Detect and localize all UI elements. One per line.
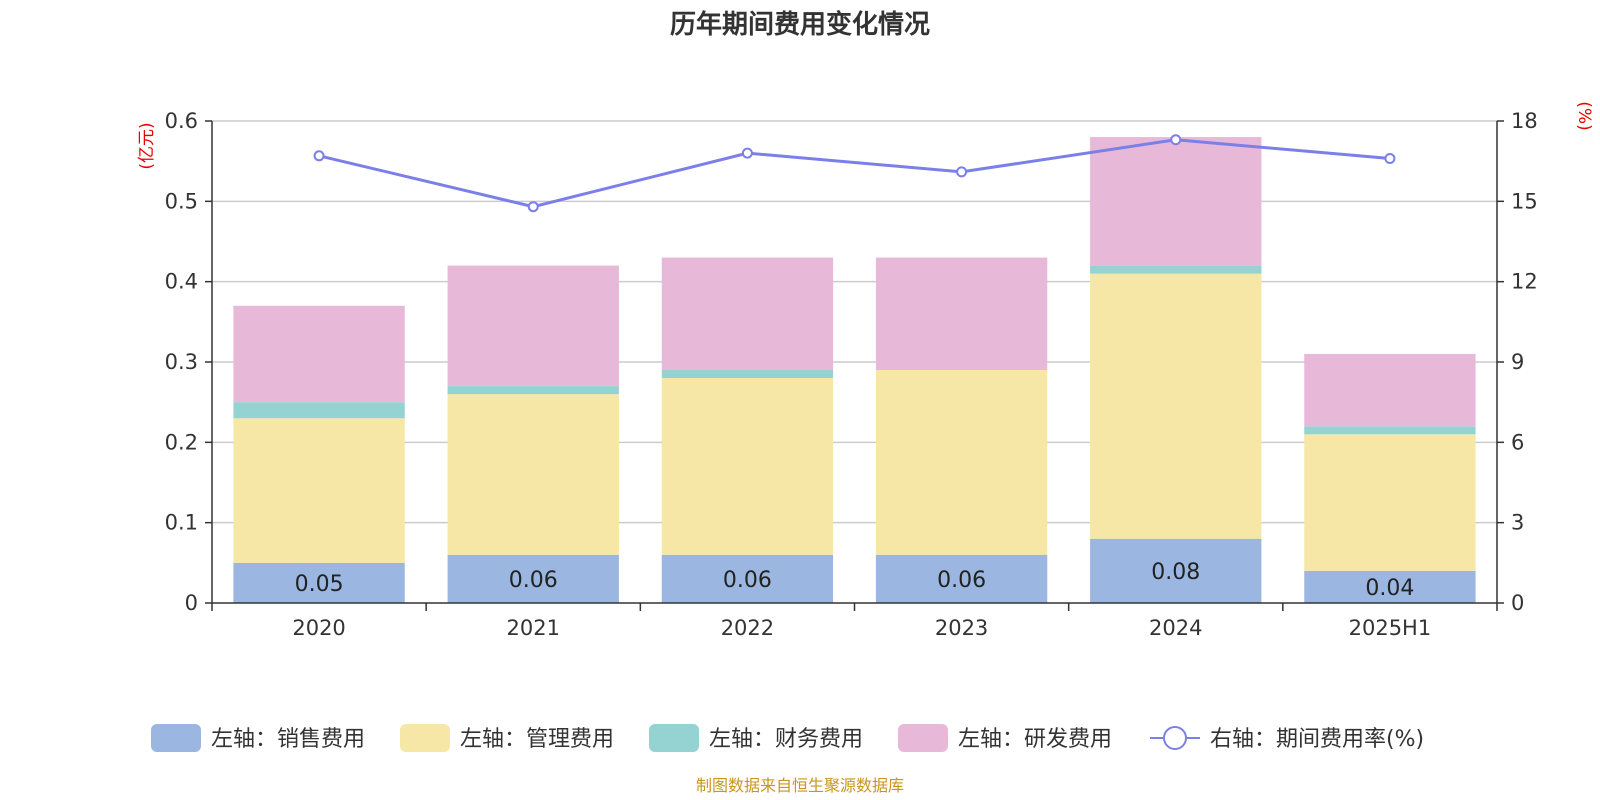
left-axis-tick-label: 0.2 [165, 430, 198, 454]
bar-segment [233, 305, 405, 403]
bar-segment [233, 402, 405, 419]
left-axis-tick-label: 0.3 [165, 350, 198, 374]
tick-labels: 0 0.1 0.2 0.3 0.4 0.5 0.6 0 3 6 9 12 15 18 2020 2021 202… [165, 109, 1538, 640]
bar-segment [875, 554, 1048, 603]
left-axis-tick-label: 0.5 [165, 189, 198, 213]
bar-data-label: 0.08 [1151, 560, 1200, 585]
bar-segment [233, 418, 405, 563]
line-path [318, 138, 1391, 209]
bar-data-label: 0.04 [1365, 576, 1414, 601]
bar-segment [1304, 570, 1476, 603]
line-point [313, 150, 325, 162]
right-axis-tick-label: 3 [1511, 511, 1524, 535]
left-axis-unit: (亿元) [137, 122, 157, 169]
right-axis-tick-label: 12 [1511, 270, 1538, 294]
left-axis-tick-label: 0 [185, 591, 198, 615]
x-axis-tick-label: 2020 [292, 616, 345, 640]
right-axis-tick-label: 15 [1511, 189, 1538, 213]
bar-segment [447, 394, 619, 555]
right-axis-tick-label: 18 [1511, 109, 1538, 133]
bar-stacks [233, 137, 1476, 603]
right-axis-unit: (%) [1574, 101, 1594, 130]
bar-segment [1090, 273, 1262, 539]
bar-segment [875, 257, 1048, 371]
bar-data-label: 0.06 [723, 568, 772, 593]
bar-segment [661, 378, 834, 555]
legend-label: 左轴：研发费用 [958, 727, 1112, 752]
legend-label: 左轴：财务费用 [709, 727, 863, 752]
line-point [956, 166, 968, 178]
bar-data-label: 0.06 [937, 568, 986, 593]
bar-data-label: 0.05 [295, 572, 344, 597]
legend-swatch [649, 724, 699, 752]
bar-segment [1090, 265, 1262, 274]
line-point [1384, 152, 1396, 164]
left-axis-tick-label: 0.1 [165, 511, 198, 535]
bar-segment [661, 554, 834, 603]
bar-segment [661, 257, 834, 371]
legend: 左轴：销售费用 左轴：管理费用 左轴：财务费用 左轴：研发费用 右轴：期间费用率(%) [151, 724, 1424, 752]
x-axis-tick-label: 2022 [721, 616, 774, 640]
x-axis-tick-label: 2024 [1149, 616, 1202, 640]
legend-label: 右轴：期间费用率(%) [1210, 727, 1424, 752]
bar-segment [1090, 137, 1262, 266]
right-axis-tick-label: 0 [1511, 591, 1524, 615]
grid-lines [212, 120, 1497, 524]
axes [205, 120, 1504, 611]
x-axis-tick-label: 2021 [507, 616, 560, 640]
expense-rate-line [313, 134, 1396, 213]
data-labels: 0.05 0.06 0.06 0.06 0.08 0.04 [295, 560, 1415, 601]
right-axis-tick-label: 6 [1511, 430, 1524, 454]
bar-segment [447, 554, 619, 603]
source-note: 制图数据来自恒生聚源数据库 [696, 776, 904, 795]
bar-segment [447, 265, 619, 387]
left-axis-tick-label: 0.6 [165, 109, 198, 133]
chart-title: 历年期间费用变化情况 [670, 9, 930, 40]
line-point [527, 201, 539, 213]
x-axis-tick-label: 2025H1 [1349, 616, 1432, 640]
right-axis-tick-label: 9 [1511, 350, 1524, 374]
bar-segment [875, 370, 1048, 555]
bar-segment [1304, 426, 1476, 435]
line-point [1170, 134, 1182, 146]
legend-label: 左轴：销售费用 [211, 727, 365, 752]
bar-segment [1090, 538, 1262, 603]
bar-segment [233, 562, 405, 603]
bar-segment [1304, 353, 1476, 427]
bar-data-label: 0.06 [509, 568, 558, 593]
legend-swatch-marker [1163, 726, 1187, 750]
legend-label: 左轴：管理费用 [460, 727, 614, 752]
bar-segment [661, 370, 834, 379]
x-axis-tick-label: 2023 [935, 616, 988, 640]
legend-swatch [400, 724, 450, 752]
left-axis-tick-label: 0.4 [165, 270, 198, 294]
line-point [741, 147, 753, 159]
legend-swatch [898, 724, 948, 752]
legend-swatch [151, 724, 201, 752]
bar-segment [1304, 434, 1476, 571]
bar-segment [447, 386, 619, 395]
